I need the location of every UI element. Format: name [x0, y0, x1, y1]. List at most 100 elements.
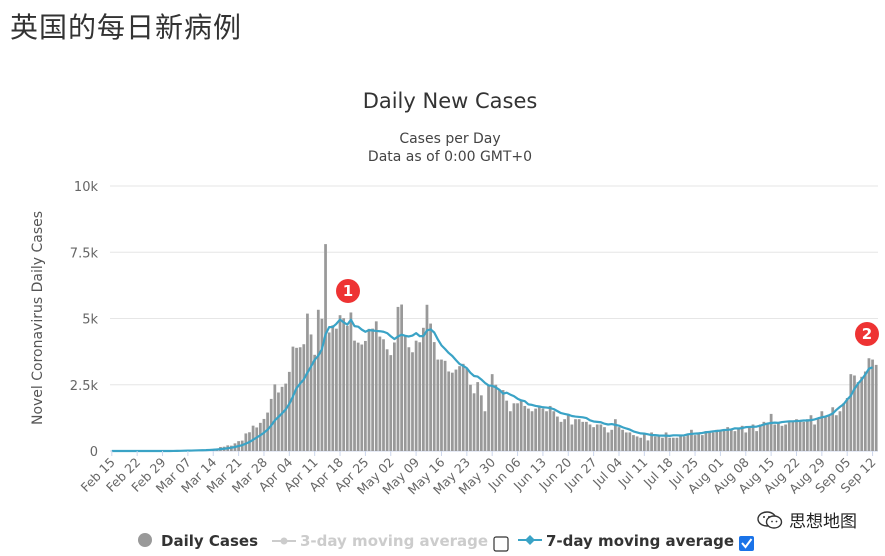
daily-cases-bar: [635, 436, 639, 451]
daily-cases-bar: [505, 400, 509, 451]
daily-cases-bar: [863, 371, 867, 451]
daily-cases-bar: [295, 347, 298, 451]
legend-item-daily-cases[interactable]: Daily Cases: [138, 532, 258, 550]
daily-cases-bar: [624, 432, 628, 451]
daily-cases-bar: [548, 405, 552, 451]
daily-cases-bar: [867, 358, 871, 451]
y-tick-label: 2.5k: [70, 379, 99, 394]
daily-cases-bar: [827, 415, 831, 451]
daily-cases-bar: [277, 392, 280, 451]
checkmark-icon: [741, 538, 753, 549]
daily-cases-bar: [621, 429, 624, 451]
daily-cases-bar: [541, 408, 545, 451]
daily-cases-bar: [327, 332, 331, 451]
daily-cases-bar: [367, 328, 371, 451]
daily-cases-bar: [519, 400, 523, 451]
daily-cases-bar: [389, 355, 393, 451]
daily-cases-bar: [255, 427, 259, 451]
daily-cases-bar: [447, 371, 451, 451]
daily-cases-bar: [425, 304, 429, 451]
daily-cases-bar: [715, 429, 719, 451]
checkbox-3-day-average[interactable]: [493, 536, 509, 552]
daily-cases-bar: [820, 411, 824, 451]
daily-cases-bar: [487, 384, 490, 451]
daily-cases-bar: [849, 374, 853, 451]
daily-cases-bar: [411, 352, 414, 451]
daily-cases-bar: [795, 419, 798, 451]
daily-cases-bar: [479, 395, 483, 451]
daily-cases-bar: [465, 368, 469, 451]
daily-cases-bar: [729, 428, 733, 451]
daily-cases-bar: [664, 432, 668, 451]
daily-cases-bar: [316, 309, 320, 451]
daily-cases-bar: [342, 318, 346, 451]
daily-cases-bar: [860, 376, 864, 451]
chart-legend: Daily Cases 3-day moving average 7-day m…: [138, 532, 754, 552]
daily-cases-bar: [345, 325, 349, 451]
legend-label-daily-cases: Daily Cases: [161, 532, 258, 550]
daily-cases-bar: [585, 421, 588, 451]
daily-cases-bar: [726, 427, 730, 451]
daily-cases-bar: [758, 424, 762, 451]
wechat-icon: [757, 510, 783, 529]
daily-cases-bar: [773, 424, 777, 451]
daily-cases-bar: [537, 405, 541, 451]
legend-item-3-day-average[interactable]: 3-day moving average: [272, 532, 488, 550]
daily-cases-bar: [523, 405, 527, 451]
daily-cases-bar: [302, 344, 306, 451]
daily-cases-bar: [490, 374, 494, 451]
checkbox-7-day-average[interactable]: [739, 536, 754, 551]
daily-cases-bar: [661, 437, 664, 451]
daily-cases-bar: [335, 328, 338, 451]
daily-cases-bar: [469, 384, 472, 451]
daily-cases-bar: [816, 417, 820, 452]
daily-cases-bar: [374, 321, 378, 451]
daily-cases-bar: [838, 411, 842, 451]
daily-cases-bar: [527, 408, 530, 451]
y-axis-title: Novel Coronavirus Daily Cases: [30, 211, 46, 425]
daily-cases-bar: [682, 436, 686, 451]
daily-cases-bar: [440, 359, 443, 451]
daily-cases-bar: [693, 435, 697, 451]
daily-cases-bar: [476, 382, 480, 451]
y-axis-ticks: 0 2.5k 5k 7.5k 10k: [70, 180, 99, 460]
daily-cases-bar: [751, 424, 755, 451]
daily-cases-bar: [780, 425, 784, 451]
daily-cases-bar: [396, 306, 400, 451]
daily-cases-bar: [748, 427, 751, 451]
daily-cases-bar: [552, 411, 556, 451]
daily-cases-bar: [791, 421, 795, 451]
daily-cases-bar: [432, 342, 436, 451]
watermark-text: 思想地图: [789, 512, 857, 532]
daily-cases-bar: [842, 403, 845, 451]
daily-cases-bar: [755, 431, 759, 452]
y-tick-label: 7.5k: [70, 246, 99, 261]
daily-cases-bar: [639, 437, 643, 451]
daily-cases-bar: [258, 422, 262, 451]
daily-cases-bar: [324, 244, 327, 451]
daily-cases-bar: [744, 432, 748, 451]
daily-cases-bar: [871, 359, 874, 451]
daily-cases-bar: [429, 323, 432, 451]
daily-cases-bars: [168, 244, 878, 452]
daily-cases-bar: [595, 424, 599, 451]
daily-cases-bar: [690, 429, 693, 451]
daily-cases-bar: [577, 419, 581, 451]
daily-cases-bar: [700, 435, 704, 451]
daily-cases-bar: [722, 429, 726, 451]
daily-cases-bar: [418, 342, 422, 451]
daily-cases-bar: [853, 375, 856, 451]
daily-cases-bar: [385, 349, 389, 451]
daily-cases-bar: [813, 424, 816, 451]
daily-cases-bar: [675, 437, 679, 451]
legend-item-7-day-average[interactable]: 7-day moving average: [518, 532, 734, 550]
daily-cases-bar: [603, 427, 606, 451]
daily-cases-bar: [831, 407, 835, 451]
daily-cases-bar: [711, 432, 715, 451]
daily-cases-bar: [733, 431, 737, 452]
daily-cases-bar: [599, 424, 603, 451]
daily-cases-bar: [244, 433, 248, 451]
daily-cases-bar: [628, 432, 632, 451]
y-tick-label: 0: [90, 445, 98, 460]
